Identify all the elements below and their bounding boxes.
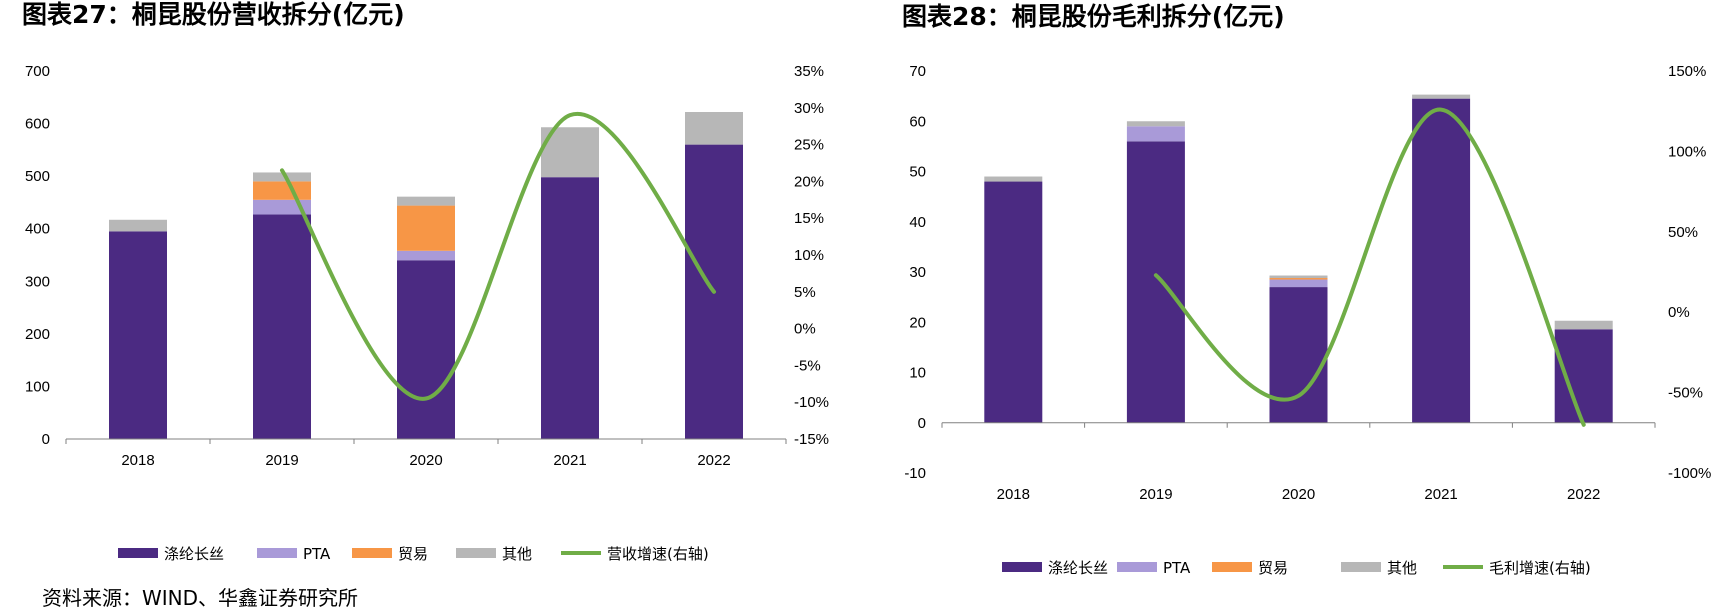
legend-swatch-other xyxy=(1341,562,1381,572)
bar-other-2020 xyxy=(1269,275,1328,279)
y-axis-tick-label: 70 xyxy=(909,63,926,80)
chart-1-title: 图表27：桐昆股份营收拆分(亿元) xyxy=(22,0,405,29)
y-axis-tick-label: 200 xyxy=(25,326,50,343)
bar-polyester-2020 xyxy=(397,260,455,439)
y2-axis-tick-label: -50% xyxy=(1668,385,1703,402)
x-axis-category-label: 2021 xyxy=(553,452,586,469)
source-note: 资料来源：WIND、华鑫证券研究所 xyxy=(42,586,358,610)
y2-axis-tick-label: 100% xyxy=(1668,143,1706,160)
bar-trade-2020 xyxy=(397,205,455,251)
y2-axis-tick-label: -100% xyxy=(1668,465,1711,482)
legend-swatch-pta xyxy=(257,548,297,558)
bar-polyester-2018 xyxy=(109,231,167,439)
y2-axis-tick-label: 10% xyxy=(794,247,824,264)
bar-polyester-2019 xyxy=(1126,141,1185,423)
legend-label: 涤纶长丝 xyxy=(164,545,224,563)
bar-other-2022 xyxy=(1554,320,1613,330)
y-axis-tick-label: 400 xyxy=(25,221,50,238)
y2-axis-tick-label: -5% xyxy=(794,357,821,374)
legend-swatch-polyester xyxy=(1002,562,1042,572)
y2-axis-tick-label: 150% xyxy=(1668,63,1706,80)
y-axis-tick-label: 600 xyxy=(25,116,50,133)
legend-label: 贸易 xyxy=(398,545,428,563)
x-axis-category-label: 2021 xyxy=(1424,486,1457,503)
y2-axis-tick-label: -15% xyxy=(794,431,829,448)
bar-other-2018 xyxy=(984,176,1043,182)
legend-label: 毛利增速(右轴) xyxy=(1489,559,1591,577)
legend-label: 涤纶长丝 xyxy=(1048,559,1108,577)
x-axis-category-label: 2022 xyxy=(697,452,730,469)
bar-other-2018 xyxy=(109,219,167,232)
y-axis-tick-label: 40 xyxy=(909,214,926,231)
bar-trade-2020 xyxy=(1269,278,1328,280)
bar-other-2020 xyxy=(397,196,455,206)
legend-swatch-polyester xyxy=(118,548,158,558)
y-axis-tick-label: 0 xyxy=(42,431,50,448)
legend-label: 贸易 xyxy=(1258,559,1288,577)
legend-label: 其他 xyxy=(1387,559,1417,577)
y2-axis-tick-label: 30% xyxy=(794,100,824,117)
bar-other-2022 xyxy=(685,112,743,145)
x-axis-category-label: 2022 xyxy=(1567,486,1600,503)
y2-axis-tick-label: -10% xyxy=(794,394,829,411)
bar-other-2019 xyxy=(253,172,311,182)
legend-label: 其他 xyxy=(502,545,532,563)
y2-axis-tick-label: 35% xyxy=(794,63,824,80)
y-axis-tick-label: 50 xyxy=(909,164,926,181)
y-axis-tick-label: 20 xyxy=(909,314,926,331)
y2-axis-tick-label: 15% xyxy=(794,210,824,227)
gross-profit-breakdown-chart: -10 0 10 20 30 40 50 60 70 -100% -50% 0% 50% 100% 150%… xyxy=(904,63,1711,577)
legend-label: 营收增速(右轴) xyxy=(607,545,709,563)
x-axis-category-label: 2019 xyxy=(265,452,298,469)
legend-swatch-trade xyxy=(352,548,392,558)
y-axis-tick-label: 300 xyxy=(25,273,50,290)
x-axis-category-label: 2019 xyxy=(1139,486,1172,503)
legend-swatch-pta xyxy=(1117,562,1157,572)
y2-axis-tick-label: 25% xyxy=(794,137,824,154)
bar-polyester-2020 xyxy=(1269,287,1328,423)
y-axis-tick-label: 700 xyxy=(25,63,50,80)
bar-polyester-2021 xyxy=(1412,98,1471,423)
bar-pta-2019 xyxy=(1126,126,1185,142)
growth-line-series xyxy=(1153,107,1586,427)
chart-2-title: 图表28：桐昆股份毛利拆分(亿元) xyxy=(902,2,1285,31)
growth-line-series xyxy=(280,111,716,401)
x-axis-category-label: 2018 xyxy=(997,486,1030,503)
y2-axis-tick-label: 0% xyxy=(794,321,816,338)
y2-axis-tick-label: 50% xyxy=(1668,224,1698,241)
bar-trade-2019 xyxy=(253,181,311,200)
bar-other-2021 xyxy=(1412,94,1471,99)
legend-label: PTA xyxy=(303,545,331,563)
y2-axis-tick-label: 5% xyxy=(794,284,816,301)
bar-pta-2020 xyxy=(397,250,455,261)
x-axis-category-label: 2020 xyxy=(1282,486,1315,503)
bar-polyester-2019 xyxy=(253,214,311,439)
legend-label: PTA xyxy=(1163,559,1191,577)
revenue-breakdown-chart: 0 100 200 300 400 500 600 700 -15% -10% -5% 0% 5% 10%… xyxy=(25,63,829,563)
bar-other-2019 xyxy=(1126,121,1185,127)
bar-polyester-2018 xyxy=(984,181,1043,423)
bar-pta-2020 xyxy=(1269,279,1328,288)
y2-axis-tick-label: 20% xyxy=(794,173,824,190)
x-axis-category-label: 2018 xyxy=(121,452,154,469)
y-axis-tick-label: 60 xyxy=(909,113,926,130)
y-axis-tick-label: -10 xyxy=(904,465,926,482)
y-axis-tick-label: 0 xyxy=(918,415,926,432)
y-axis-tick-label: 100 xyxy=(25,378,50,395)
bar-polyester-2022 xyxy=(1554,329,1613,423)
legend-swatch-trade xyxy=(1212,562,1252,572)
x-axis-category-label: 2020 xyxy=(409,452,442,469)
y-axis-tick-label: 500 xyxy=(25,168,50,185)
y-axis-tick-label: 10 xyxy=(909,365,926,382)
legend-swatch-other xyxy=(456,548,496,558)
y2-axis-tick-label: 0% xyxy=(1668,304,1690,321)
bar-polyester-2021 xyxy=(541,177,599,440)
y-axis-tick-label: 30 xyxy=(909,264,926,281)
